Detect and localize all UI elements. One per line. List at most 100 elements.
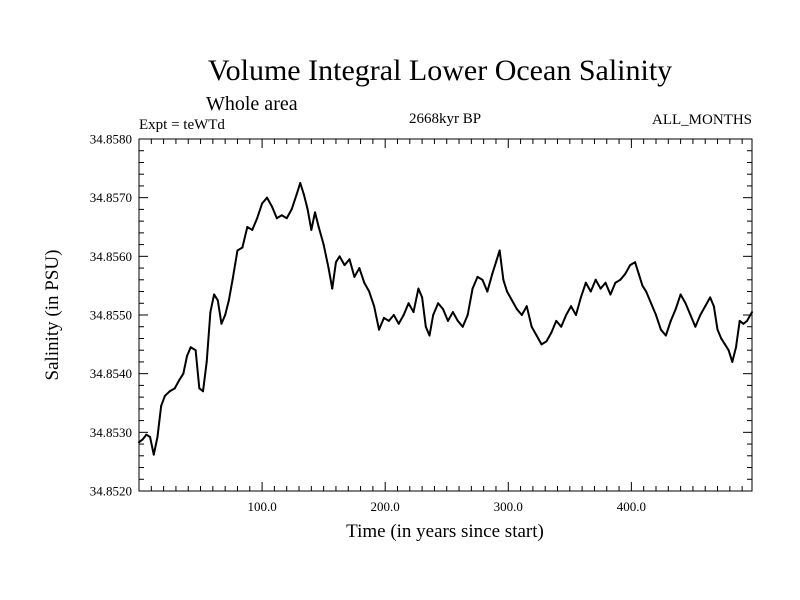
data-point	[202, 390, 205, 393]
data-point	[261, 202, 264, 205]
x-tick-label: 300.0	[494, 499, 523, 514]
data-point	[727, 349, 730, 352]
salinity-line	[138, 182, 753, 456]
x-axis: 100.0 200.0 300.0 400.0	[150, 139, 743, 514]
data-point	[331, 287, 334, 290]
data-point	[574, 314, 577, 316]
data-point	[186, 355, 189, 358]
x-tick-label: 200.0	[371, 499, 400, 514]
data-point	[731, 360, 734, 363]
data-point	[280, 214, 283, 217]
data-point	[387, 319, 390, 322]
data-point	[506, 290, 509, 293]
data-point	[290, 208, 293, 211]
experiment-label: Expt = teWTd	[139, 117, 225, 133]
data-point	[178, 378, 181, 381]
data-point	[198, 387, 201, 390]
data-point	[241, 246, 244, 249]
data-point	[694, 325, 697, 328]
data-point	[209, 311, 212, 314]
data-point	[424, 325, 427, 328]
data-point	[343, 264, 346, 267]
data-point	[327, 267, 330, 270]
data-point	[716, 328, 719, 331]
data-point	[437, 302, 440, 305]
data-point	[213, 293, 216, 296]
data-point	[270, 205, 273, 208]
data-point	[456, 319, 459, 322]
data-point	[412, 311, 415, 314]
y-tick-label: 34.8550	[90, 308, 132, 323]
data-point	[145, 433, 148, 436]
data-point	[520, 314, 523, 316]
data-point	[322, 243, 325, 246]
data-point	[266, 196, 269, 199]
y-tick-label: 34.8530	[90, 425, 132, 440]
data-point	[141, 438, 144, 441]
data-point	[236, 249, 239, 252]
y-tick-label: 34.8520	[90, 484, 132, 499]
data-point	[231, 278, 234, 281]
y-axis-label: Salinity (in PSU)	[42, 250, 63, 381]
data-point	[205, 360, 208, 363]
y-tick-label: 34.8580	[90, 132, 132, 147]
data-point	[373, 305, 376, 308]
data-point	[535, 334, 538, 337]
data-point	[654, 314, 657, 316]
data-point	[624, 272, 627, 275]
data-point	[594, 278, 597, 281]
data-point	[570, 305, 573, 308]
data-point	[669, 319, 672, 322]
data-point	[738, 319, 741, 322]
data-point	[353, 275, 356, 278]
data-point	[299, 182, 302, 184]
data-point	[589, 290, 592, 293]
data-point	[637, 272, 640, 275]
data-point	[461, 325, 464, 328]
data-point	[446, 319, 449, 322]
data-point	[216, 299, 219, 302]
data-point	[629, 264, 632, 267]
data-point	[428, 334, 431, 337]
data-point	[510, 299, 513, 302]
data-point	[481, 278, 484, 281]
chart-subtitle: Whole area	[206, 93, 298, 115]
data-point	[285, 217, 288, 220]
data-point	[310, 228, 313, 231]
data-point	[163, 394, 166, 397]
data-point	[604, 281, 607, 284]
data-point	[397, 322, 400, 325]
data-point	[317, 226, 320, 228]
data-point	[599, 287, 602, 290]
data-point	[194, 349, 197, 352]
data-point	[363, 281, 366, 284]
data-point	[138, 441, 140, 444]
x-tick-label: 100.0	[247, 499, 276, 514]
data-point	[723, 343, 726, 346]
data-point	[659, 328, 662, 331]
data-point	[712, 305, 715, 308]
data-point	[555, 319, 558, 322]
data-point	[679, 293, 682, 296]
y-tick-label: 34.8560	[90, 249, 132, 264]
data-point	[491, 272, 494, 275]
data-point	[334, 261, 337, 264]
data-point	[584, 281, 587, 284]
data-point	[160, 404, 163, 407]
salinity-points	[138, 182, 753, 456]
months-label: ALL_MONTHS	[652, 112, 752, 128]
data-point	[224, 314, 227, 316]
data-point	[407, 302, 410, 305]
data-point	[220, 322, 223, 325]
data-point	[368, 290, 371, 293]
data-point	[498, 249, 501, 252]
data-point	[494, 261, 497, 264]
data-point	[486, 290, 489, 293]
data-point	[173, 387, 176, 390]
data-point	[392, 314, 395, 316]
data-point	[149, 436, 152, 439]
data-point	[735, 346, 737, 349]
data-point	[641, 284, 644, 287]
data-point	[295, 193, 298, 196]
data-point	[684, 302, 687, 305]
